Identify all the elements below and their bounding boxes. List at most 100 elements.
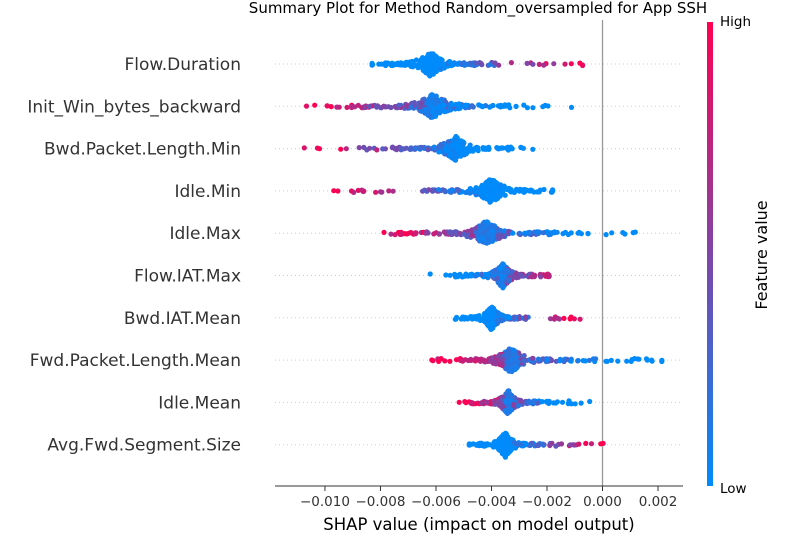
shap-point <box>465 228 471 234</box>
shap-point <box>447 106 453 112</box>
shap-point <box>396 102 402 108</box>
shap-point <box>537 187 543 193</box>
shap-point <box>486 196 492 202</box>
shap-point <box>361 188 367 194</box>
shap-point <box>390 144 396 150</box>
shap-point <box>583 440 589 446</box>
shap-point <box>562 229 569 235</box>
x-tick-label: −0.004 <box>467 494 517 510</box>
shap-point <box>438 356 444 362</box>
colorbar-low-label: Low <box>720 481 747 497</box>
shap-point <box>433 67 439 73</box>
shap-point <box>498 187 504 193</box>
shap-point <box>465 315 471 321</box>
shap-point <box>499 360 505 366</box>
shap-point <box>472 314 478 320</box>
colorbar-title: Feature value <box>752 200 771 309</box>
shap-point <box>456 101 462 107</box>
shap-point <box>390 62 396 68</box>
shap-point <box>513 103 519 109</box>
shap-point <box>418 100 424 106</box>
shap-point <box>470 441 476 447</box>
shap-point <box>489 308 495 315</box>
shap-point <box>374 147 380 153</box>
shap-point <box>382 60 388 66</box>
shap-point <box>373 189 379 195</box>
shap-point <box>477 317 483 323</box>
shap-point <box>482 358 488 364</box>
shap-point <box>575 230 581 236</box>
shap-point <box>398 231 404 237</box>
shap-point <box>427 98 433 104</box>
shap-point <box>479 441 485 447</box>
shap-point <box>659 358 665 365</box>
shap-point <box>522 230 528 236</box>
shap-point <box>609 230 615 236</box>
shap-point <box>510 230 516 236</box>
shap-point <box>649 358 655 364</box>
shap-point <box>540 104 546 110</box>
shap-point <box>576 441 582 447</box>
shap-point <box>369 62 375 68</box>
shap-point <box>549 230 555 236</box>
shap-point <box>429 357 435 363</box>
shap-point <box>403 145 409 151</box>
shap-point <box>490 103 496 109</box>
shap-point <box>558 441 565 447</box>
x-axis-label: SHAP value (impact on model output) <box>323 515 634 534</box>
shap-point <box>502 228 508 234</box>
shap-point <box>399 146 405 152</box>
shap-point <box>575 357 581 364</box>
shap-point <box>506 228 512 234</box>
shap-point <box>557 358 563 364</box>
shap-point <box>349 104 355 111</box>
shap-point <box>483 183 489 189</box>
shap-point <box>456 399 462 405</box>
shap-point <box>547 442 553 449</box>
shap-point <box>468 400 474 407</box>
shap-point <box>541 442 547 448</box>
shap-point <box>461 60 467 66</box>
shap-point <box>483 311 489 317</box>
shap-point <box>534 442 540 449</box>
shap-point <box>425 146 431 152</box>
shap-point <box>593 356 599 362</box>
shap-point <box>508 407 514 413</box>
shap-point <box>428 53 434 60</box>
shap-point <box>551 61 557 67</box>
shap-point <box>518 144 524 151</box>
shap-point <box>324 103 330 109</box>
shap-point <box>500 356 506 363</box>
shap-point <box>494 227 500 234</box>
shap-point <box>546 273 552 279</box>
shap-point <box>539 399 545 405</box>
shap-point <box>412 146 418 152</box>
shap-point <box>499 318 505 324</box>
shap-point <box>508 357 514 364</box>
shap-point <box>476 236 482 242</box>
shap-point <box>538 274 544 280</box>
shap-point <box>422 187 428 193</box>
shap-point <box>511 347 517 353</box>
shap-point <box>468 357 474 363</box>
shap-point <box>486 239 492 245</box>
shap-point <box>490 223 496 230</box>
shap-point <box>568 104 575 110</box>
shap-point <box>499 145 505 151</box>
shap-point <box>518 188 524 194</box>
shap-point <box>547 316 554 322</box>
shap-point <box>367 145 373 151</box>
shap-point <box>502 192 508 198</box>
shap-point <box>491 178 497 184</box>
x-tick-label: −0.002 <box>522 494 572 510</box>
shap-point <box>506 367 512 374</box>
shap-point <box>335 188 341 194</box>
shap-point <box>492 195 498 201</box>
shap-point <box>455 61 461 67</box>
shap-point <box>502 269 508 275</box>
shap-point <box>553 443 559 449</box>
shap-point <box>499 283 505 289</box>
shap-point <box>549 189 555 195</box>
shap-point <box>419 108 425 114</box>
shap-point <box>502 432 508 438</box>
